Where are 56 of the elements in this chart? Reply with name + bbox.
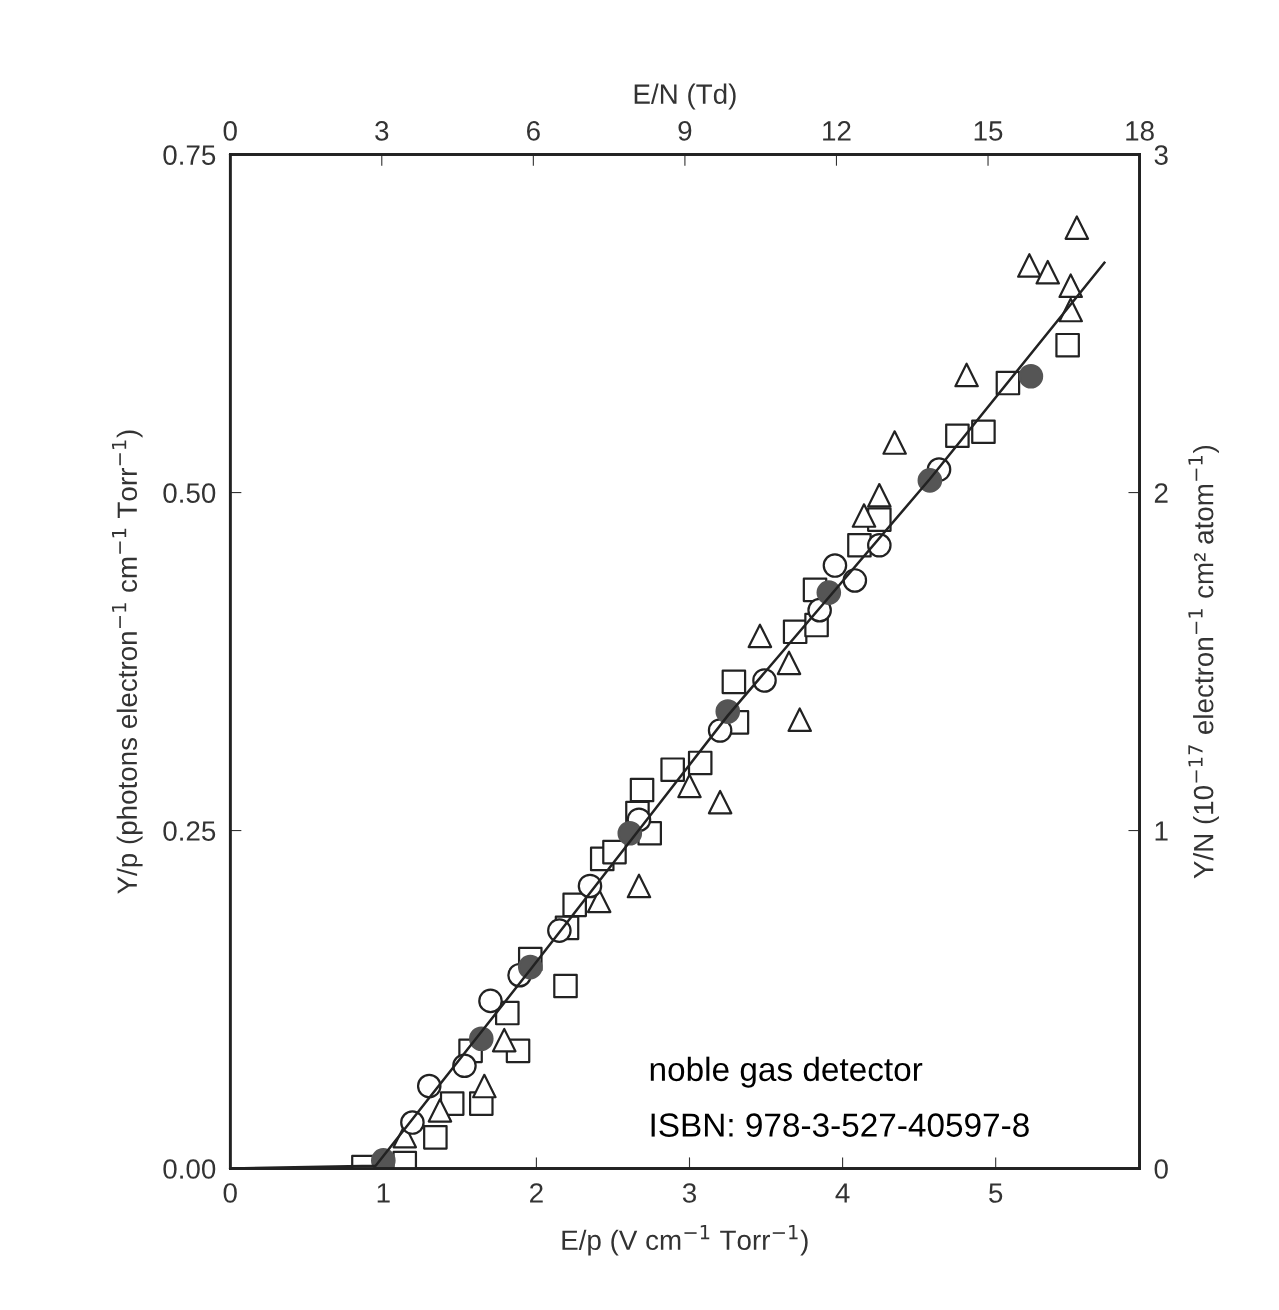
y2-tick-label: 0: [1154, 1159, 1168, 1179]
point: [707, 789, 733, 815]
point: [1058, 273, 1083, 299]
x2-tick-label: 15: [974, 121, 1003, 141]
y-axis-title: Y/p (photons electron$^{−1}$ cm$^{−1}$ Torr$^{−1}$): [112, 430, 143, 894]
point: [721, 669, 747, 695]
x-tick-label: 4: [835, 1183, 850, 1203]
point: [882, 430, 907, 455]
x-axis-title: E/p (V cm$^{−1}$ Torr$^{−1}$): [562, 1224, 808, 1256]
point: [491, 1027, 517, 1053]
point: [423, 1125, 448, 1150]
point: [660, 757, 685, 783]
x2-tick-label: 6: [527, 121, 540, 141]
point: [787, 707, 813, 732]
point: [687, 750, 713, 776]
point: [1017, 253, 1042, 278]
y-tick-label: 0.50: [163, 483, 216, 503]
point: [776, 650, 802, 676]
x2-tick-label: 9: [678, 121, 692, 141]
x-tick-label: 1: [377, 1183, 390, 1203]
point: [747, 623, 773, 649]
point: [677, 773, 702, 799]
point: [1055, 332, 1080, 358]
y2-tick-label: 1: [1155, 821, 1168, 841]
point: [1035, 259, 1061, 285]
y2-tick-label: 2: [1154, 483, 1168, 503]
x-tick-label: 0: [223, 1183, 237, 1203]
point: [822, 553, 848, 578]
point: [472, 1073, 497, 1099]
y-tick-label: 0.00: [163, 1159, 216, 1179]
point: [867, 482, 892, 508]
x2-tick-label: 3: [375, 121, 389, 141]
y2-axis-title: Y/N (10$^{−17}$ electron$^{−1}$ cm² atom$^{−1}$): [1188, 445, 1219, 879]
x2-axis-title: E/N (Td): [634, 83, 736, 110]
point: [478, 988, 503, 1014]
point: [1064, 215, 1090, 240]
x2-tick-label: 12: [823, 121, 851, 141]
y-tick-label: 0.25: [163, 821, 216, 841]
x-tick-label: 5: [989, 1183, 1003, 1203]
annotation: noble gas detector: [650, 1056, 923, 1088]
x2-tick-label: 18: [1126, 121, 1154, 141]
point: [629, 777, 655, 803]
point: [851, 503, 877, 528]
point: [626, 873, 652, 899]
point: [1018, 363, 1044, 389]
x-tick-label: 3: [682, 1183, 696, 1203]
y-tick-label: 0.75: [163, 145, 216, 165]
annotation: ISBN: 978-3-527-40597-8: [651, 1113, 1029, 1137]
point: [427, 1098, 453, 1123]
point: [954, 362, 979, 388]
y2-tick-label: 3: [1154, 145, 1168, 165]
x-tick-label: 2: [530, 1183, 543, 1203]
point: [553, 973, 578, 999]
x2-tick-label: 0: [223, 121, 237, 141]
point: [971, 419, 996, 445]
point: [842, 568, 868, 593]
